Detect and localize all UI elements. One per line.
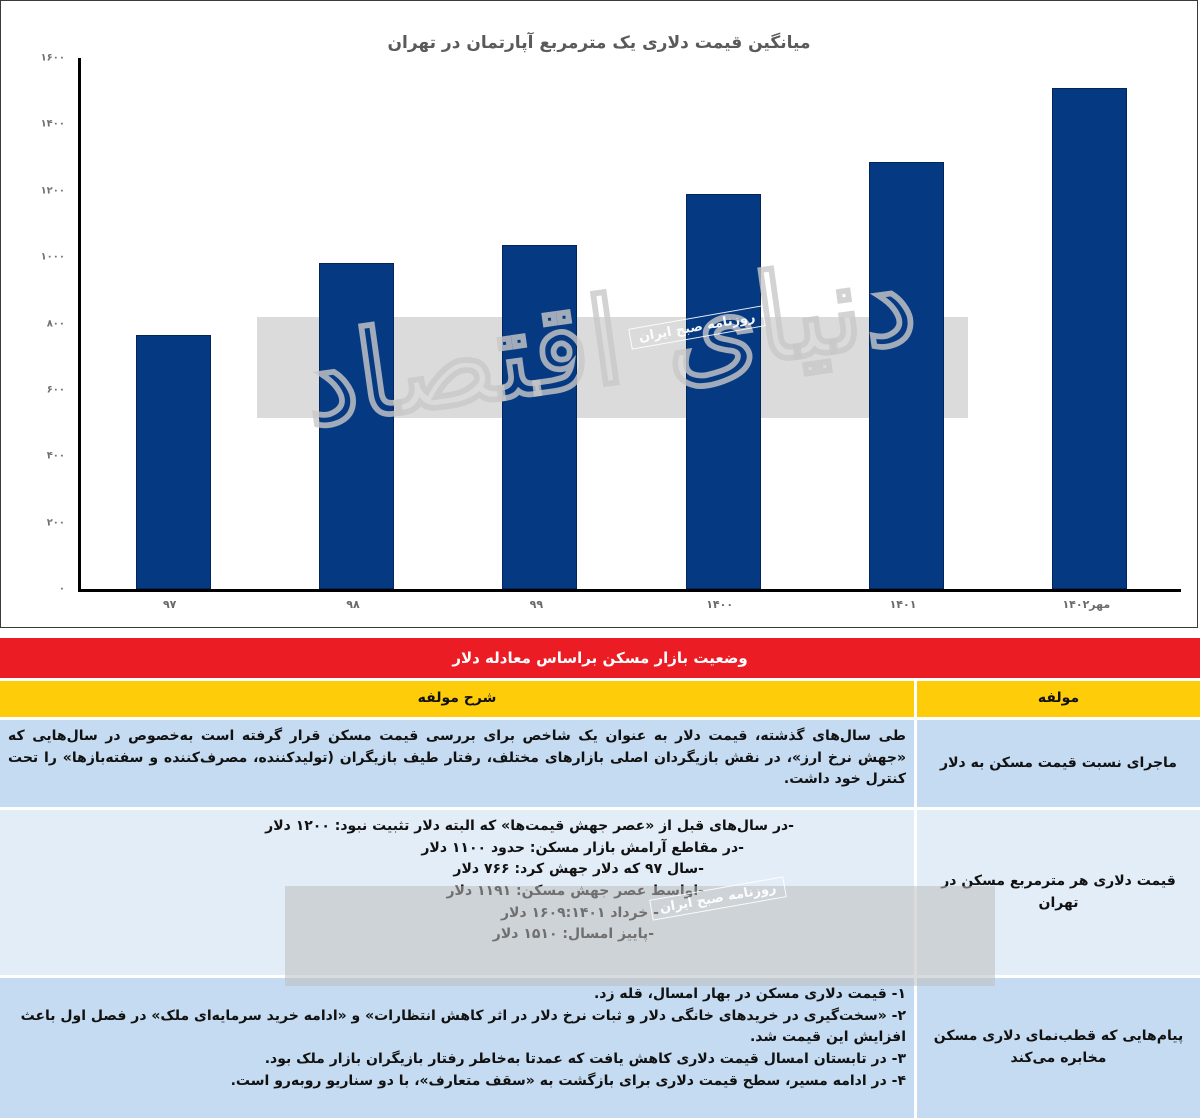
table-banner: وضعیت بازار مسکن براساس معادله دلار [0, 638, 1200, 678]
bar [1052, 87, 1128, 589]
row-value: ۱- قیمت دلاری مسکن در بهار امسال، قله زد… [0, 978, 914, 1118]
x-tick-label: ۱۴۰۱ [889, 598, 917, 611]
header-value: شرح مولفه [0, 681, 914, 717]
row-key: پیام‌هایی که قطب‌نمای دلاری مسکن مخابره … [917, 978, 1200, 1118]
y-tick-label: ۱۴۰۰ [40, 118, 65, 130]
row-line: طی سال‌های گذشته، قیمت دلار به عنوان یک … [8, 728, 906, 788]
row-value: طی سال‌های گذشته، قیمت دلار به عنوان یک … [0, 720, 914, 807]
bar [685, 193, 761, 589]
row-line: ۴- در ادامه مسیر، سطح قیمت دلاری برای با… [230, 1072, 906, 1089]
watermark-band [285, 886, 995, 986]
y-tick-label: ۸۰۰ [46, 318, 65, 329]
x-tick-label: ۱۴۰۰ [706, 598, 734, 611]
row-line: ۲- «سخت‌گیری در خریدهای خانگی دلار و ثبا… [20, 1007, 906, 1046]
bar [502, 245, 578, 589]
header-key: مولفه [917, 681, 1200, 717]
x-tick-label: مهر۱۴۰۲ [1062, 598, 1111, 611]
row-key: ماجرای نسبت قیمت مسکن به دلار [917, 720, 1200, 807]
x-tick-label: ۹۹ [529, 598, 544, 611]
y-tick-label: ۱۶۰۰ [40, 52, 65, 64]
y-tick-label: ۱۰۰۰ [40, 251, 65, 263]
row-line: -در سال‌های قبل از «عصر جهش قیمت‌ها» که … [265, 818, 794, 834]
chart-title: میانگین قیمت دلاری یک مترمربع آپارتمان د… [387, 33, 811, 53]
y-tick-label: ۰ [58, 583, 65, 595]
row-line: ۱- قیمت دلاری مسکن در بهار امسال، قله زد… [593, 986, 906, 1002]
market-status-table: وضعیت بازار مسکن براساس معادله دلار مولف… [0, 638, 1200, 1118]
row-line: -در مقاطع آرامش بازار مسکن: حدود ۱۱۰۰ دل… [421, 839, 744, 856]
bar [869, 162, 944, 589]
y-tick-label: ۴۰۰ [46, 450, 65, 462]
chart-panel: میانگین قیمت دلاری یک مترمربع آپارتمان د… [0, 0, 1198, 628]
bar [319, 263, 394, 589]
table-row: ماجرای نسبت قیمت مسکن به دلار طی سال‌های… [0, 720, 1200, 807]
bar [135, 334, 211, 589]
table-header-row: مولفه شرح مولفه [0, 681, 1200, 717]
y-tick-label: ۲۰۰ [46, 517, 65, 529]
table-row: قیمت دلاری هر مترمربع مسکن در تهران -در … [0, 810, 1200, 986]
row-line: ۳- در تابستان امسال قیمت دلاری کاهش یافت… [264, 1051, 906, 1068]
row-line: -سال ۹۷ که دلار جهش کرد: ۷۶۶ دلار [453, 861, 704, 878]
x-tick-label: ۹۷ [162, 598, 177, 611]
plot-area [78, 58, 1181, 592]
y-tick-label: ۱۲۰۰ [40, 185, 65, 197]
x-tick-label: ۹۸ [346, 598, 360, 611]
y-tick-label: ۶۰۰ [46, 384, 65, 396]
table-row: پیام‌هایی که قطب‌نمای دلاری مسکن مخابره … [0, 978, 1200, 1118]
